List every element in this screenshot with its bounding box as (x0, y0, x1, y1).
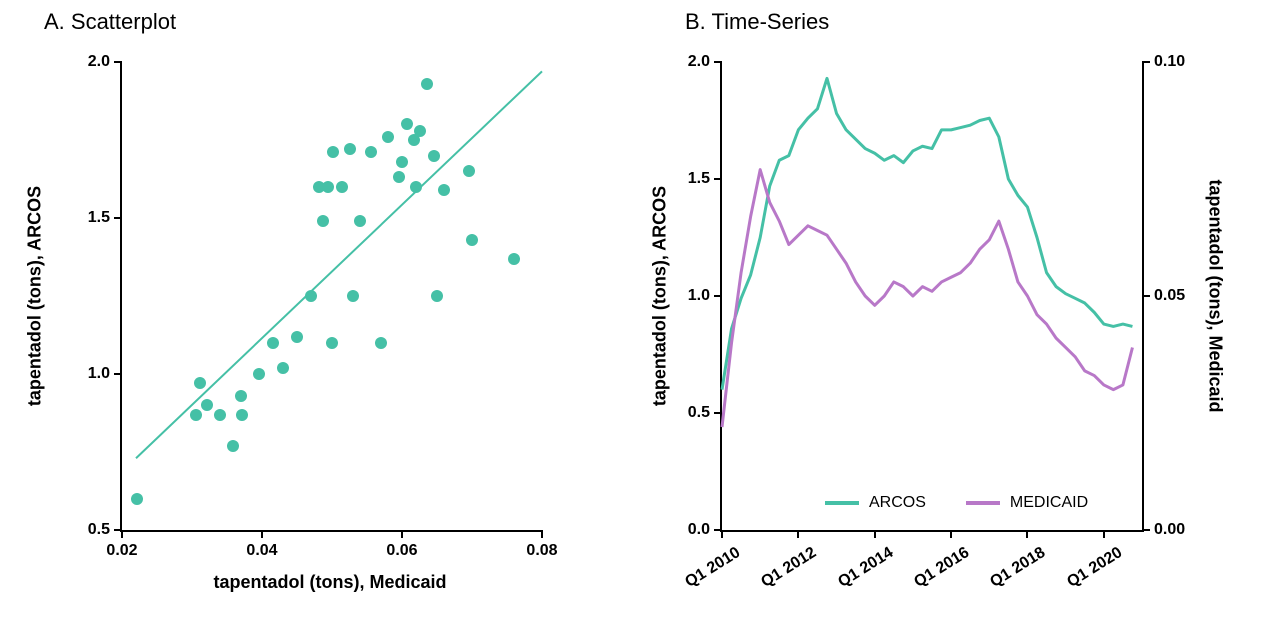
ytick-left-label: 0.5 (688, 404, 710, 422)
ytick-left-label: 2.0 (688, 53, 710, 71)
xtick-label: 0.06 (386, 542, 417, 560)
xtick (121, 530, 123, 538)
ytick-label: 0.5 (88, 521, 110, 539)
ytick-label: 1.0 (88, 365, 110, 383)
xtick (541, 530, 543, 538)
scatter-point (347, 290, 359, 302)
scatter-point (421, 78, 433, 90)
xtick-label: Q1 2018 (988, 544, 1050, 592)
ytick-right (1142, 295, 1150, 297)
xtick (261, 530, 263, 538)
trend-line (122, 62, 542, 530)
scatter-point (327, 146, 339, 158)
xtick (950, 530, 952, 538)
ytick-label: 2.0 (88, 53, 110, 71)
xtick-label: 0.08 (526, 542, 557, 560)
xtick-label: Q1 2020 (1064, 544, 1126, 592)
ytick-left-label: 0.0 (688, 521, 710, 539)
ytick-label: 1.5 (88, 209, 110, 227)
xtick (1103, 530, 1105, 538)
scatter-point (190, 409, 202, 421)
xtick (401, 530, 403, 538)
scatter-point (131, 493, 143, 505)
ytick-right-label: 0.10 (1154, 53, 1185, 71)
series-medicaid (722, 170, 1132, 427)
legend-label: ARCOS (869, 494, 926, 512)
ytick (114, 217, 122, 219)
scatter-point (401, 118, 413, 130)
ytick-right-label: 0.00 (1154, 521, 1185, 539)
timeseries-lines (722, 62, 1142, 530)
scatter-point (326, 337, 338, 349)
legend-swatch (825, 501, 859, 505)
ytick-left (714, 295, 722, 297)
scatter-point (382, 131, 394, 143)
ytick (114, 373, 122, 375)
scatter-point (375, 337, 387, 349)
scatter-point (393, 171, 405, 183)
scatter-point (235, 390, 247, 402)
scatter-point (194, 377, 206, 389)
scatter-point (354, 215, 366, 227)
scatterplot-area: 0.51.01.52.00.020.040.060.08 (120, 62, 542, 532)
timeseries-area: 0.00.51.01.52.00.000.050.10Q1 2010Q1 201… (720, 62, 1144, 532)
scatter-point (322, 181, 334, 193)
scatter-point (365, 146, 377, 158)
figure: A. Scatterplot 0.51.01.52.00.020.040.060… (0, 0, 1280, 642)
xtick (721, 530, 723, 538)
scatter-point (410, 181, 422, 193)
scatter-point (396, 156, 408, 168)
scatter-point (344, 143, 356, 155)
xtick-label: Q1 2012 (759, 544, 821, 592)
xtick (874, 530, 876, 538)
legend-label: MEDICAID (1010, 494, 1088, 512)
scatter-point (253, 368, 265, 380)
scatter-point (291, 331, 303, 343)
panel-b-title: B. Time-Series (685, 9, 829, 35)
xtick-label: 0.02 (106, 542, 137, 560)
ytick-left-label: 1.0 (688, 287, 710, 305)
scatter-point (508, 253, 520, 265)
scatter-point (438, 184, 450, 196)
ytick-left (714, 178, 722, 180)
scatter-point (428, 150, 440, 162)
scatter-point (414, 125, 426, 137)
scatter-point (305, 290, 317, 302)
ytick-right (1142, 529, 1150, 531)
panel-b-ylabel-right: tapentadol (tons), Medicaid (1205, 179, 1226, 412)
scatter-point (431, 290, 443, 302)
scatter-point (466, 234, 478, 246)
legend-item: MEDICAID (966, 494, 1088, 512)
scatter-point (236, 409, 248, 421)
scatter-point (201, 399, 213, 411)
scatter-point (277, 362, 289, 374)
scatter-point (267, 337, 279, 349)
scatter-point (214, 409, 226, 421)
xtick-label: Q1 2016 (911, 544, 973, 592)
legend: ARCOS MEDICAID (825, 494, 1088, 512)
xtick-label: 0.04 (246, 542, 277, 560)
xtick-label: Q1 2010 (682, 544, 744, 592)
scatter-point (336, 181, 348, 193)
ytick (114, 61, 122, 63)
ytick-right (1142, 61, 1150, 63)
xtick (797, 530, 799, 538)
ytick-left-label: 1.5 (688, 170, 710, 188)
panel-b-ylabel-left: tapentadol (tons), ARCOS (650, 186, 671, 406)
xtick (1026, 530, 1028, 538)
panel-a-ylabel: tapentadol (tons), ARCOS (25, 186, 46, 406)
scatter-point (317, 215, 329, 227)
panel-a-xlabel: tapentadol (tons), Medicaid (213, 572, 446, 593)
xtick-label: Q1 2014 (835, 544, 897, 592)
ytick-left (714, 61, 722, 63)
scatter-point (227, 440, 239, 452)
scatter-point (463, 165, 475, 177)
legend-swatch (966, 501, 1000, 505)
panel-a-title: A. Scatterplot (44, 9, 176, 35)
ytick-left (714, 412, 722, 414)
legend-item: ARCOS (825, 494, 926, 512)
ytick-right-label: 0.05 (1154, 287, 1185, 305)
